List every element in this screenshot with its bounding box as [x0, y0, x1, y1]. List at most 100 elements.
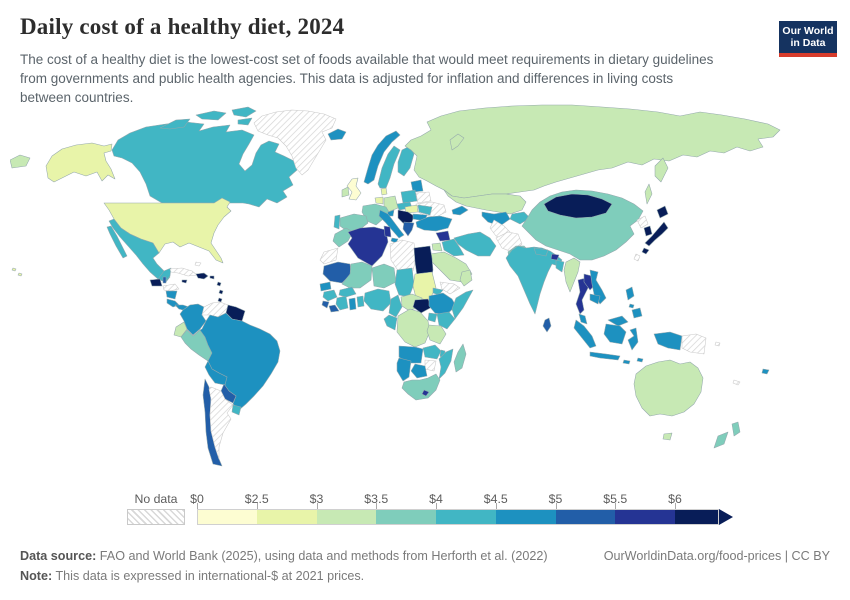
country-mexico-baja[interactable] — [106, 225, 128, 259]
owid-link[interactable]: OurWorldinData.org/food-prices | CC BY — [603, 549, 830, 563]
country-benelux[interactable] — [374, 196, 384, 205]
country-cambodia[interactable] — [589, 293, 601, 305]
country-new-caledonia[interactable] — [732, 379, 741, 386]
country-malaysia-peninsula[interactable] — [578, 313, 588, 325]
country-cote-divoire[interactable] — [335, 295, 349, 311]
country-kenya[interactable] — [436, 311, 456, 330]
country-brazil[interactable] — [199, 312, 281, 411]
country-hawaii-1[interactable] — [11, 267, 17, 272]
country-jordan-israel[interactable] — [431, 242, 443, 252]
country-chad[interactable] — [394, 267, 415, 298]
country-namibia[interactable] — [396, 357, 412, 382]
country-iceland[interactable] — [327, 128, 347, 141]
country-papua-new-guinea[interactable] — [681, 333, 707, 355]
country-hungary[interactable] — [404, 204, 419, 214]
country-indonesia-sumatra[interactable] — [573, 319, 597, 349]
country-new-zealand-north[interactable] — [731, 421, 741, 437]
country-zimbabwe[interactable] — [424, 359, 437, 372]
owid-logo[interactable]: Our World in Data — [779, 21, 837, 57]
country-hispaniola[interactable] — [195, 272, 209, 280]
legend-bin-$5–5.5[interactable] — [555, 509, 616, 525]
country-australia[interactable] — [633, 359, 704, 417]
country-russia[interactable] — [404, 104, 781, 199]
country-ecuador[interactable] — [173, 321, 188, 338]
country-oman[interactable] — [459, 269, 473, 287]
legend-no-data-swatch[interactable] — [127, 509, 185, 525]
country-libya[interactable] — [389, 239, 417, 273]
country-russia-chukotka-wrap[interactable] — [10, 154, 31, 169]
country-ghana[interactable] — [348, 297, 357, 311]
country-nicaragua[interactable] — [165, 290, 178, 300]
country-germany[interactable] — [383, 195, 399, 213]
country-cameroon[interactable] — [388, 294, 403, 318]
country-portugal[interactable] — [333, 214, 341, 230]
country-algeria[interactable] — [347, 226, 389, 267]
country-india[interactable] — [505, 245, 563, 315]
country-baltics[interactable] — [410, 179, 424, 193]
country-tasmania[interactable] — [662, 432, 673, 441]
country-hawaii-2[interactable] — [17, 272, 23, 277]
country-denmark[interactable] — [380, 187, 388, 196]
country-south-africa[interactable] — [401, 373, 441, 401]
country-canada-arctic-4[interactable] — [237, 117, 253, 126]
country-japan-hokkaido[interactable] — [656, 205, 669, 219]
country-guinea[interactable] — [322, 289, 338, 302]
country-indonesia-sunda-1[interactable] — [622, 359, 631, 365]
country-finland[interactable] — [397, 145, 415, 177]
country-morocco[interactable] — [332, 227, 354, 248]
country-jamaica[interactable] — [181, 279, 188, 284]
country-new-zealand-south[interactable] — [713, 431, 729, 449]
country-iran[interactable] — [453, 231, 497, 257]
country-botswana[interactable] — [410, 363, 428, 379]
country-syria[interactable] — [435, 230, 451, 242]
country-norway[interactable] — [363, 130, 401, 185]
country-angola[interactable] — [398, 345, 424, 364]
country-caucasus[interactable] — [451, 205, 469, 216]
legend-bin-$3.5–4[interactable] — [376, 509, 436, 525]
country-greece[interactable] — [402, 221, 415, 237]
country-tanzania[interactable] — [426, 324, 447, 345]
country-greenland[interactable] — [253, 109, 337, 176]
country-yemen[interactable] — [439, 281, 461, 295]
country-canada-arctic-3[interactable] — [231, 106, 257, 118]
country-argentina[interactable] — [208, 386, 234, 460]
legend-bin-$6+[interactable] — [675, 509, 719, 525]
country-mali[interactable] — [341, 261, 373, 289]
country-niger[interactable] — [371, 263, 397, 289]
country-honduras[interactable] — [162, 283, 180, 292]
country-japan-kyushu[interactable] — [641, 247, 650, 255]
country-italy[interactable] — [378, 209, 405, 239]
country-drc[interactable] — [396, 308, 431, 348]
country-russia-kamchatka[interactable] — [654, 157, 669, 183]
country-turkey[interactable] — [415, 215, 453, 232]
country-indonesia-borneo[interactable] — [603, 323, 627, 345]
country-western-sahara[interactable] — [319, 247, 339, 265]
country-indonesia-papua[interactable] — [653, 331, 683, 351]
country-belarus[interactable] — [415, 191, 432, 204]
country-malaysia-borneo[interactable] — [607, 315, 629, 327]
country-zambia[interactable] — [422, 344, 442, 360]
legend-bin-$5.5–6[interactable] — [615, 509, 675, 525]
country-somalia[interactable] — [451, 289, 474, 320]
country-indonesia-java[interactable] — [589, 351, 621, 361]
country-tunisia[interactable] — [383, 225, 392, 238]
country-bangladesh[interactable] — [555, 259, 565, 273]
country-mexico[interactable] — [108, 218, 171, 283]
country-north-korea[interactable] — [636, 215, 649, 229]
legend-bin-$4.5–5[interactable] — [495, 509, 556, 525]
country-canada-arctic-1[interactable] — [159, 118, 191, 130]
country-uganda[interactable] — [427, 312, 438, 323]
country-guatemala[interactable] — [149, 278, 163, 287]
country-mongolia[interactable] — [543, 193, 613, 219]
country-japan-honshu[interactable] — [644, 221, 669, 247]
country-canada-arctic-2[interactable] — [195, 110, 227, 121]
country-antilles-3[interactable] — [217, 297, 223, 303]
country-burkina-faso[interactable] — [338, 286, 357, 298]
country-congo-gabon[interactable] — [383, 314, 398, 331]
country-nigeria[interactable] — [363, 288, 392, 312]
legend-bin-$3–3.5[interactable] — [316, 509, 377, 525]
country-liberia[interactable] — [328, 304, 340, 313]
legend-bin-$4–4.5[interactable] — [436, 509, 496, 525]
country-antilles-2[interactable] — [218, 289, 224, 295]
country-uruguay[interactable] — [231, 404, 242, 416]
